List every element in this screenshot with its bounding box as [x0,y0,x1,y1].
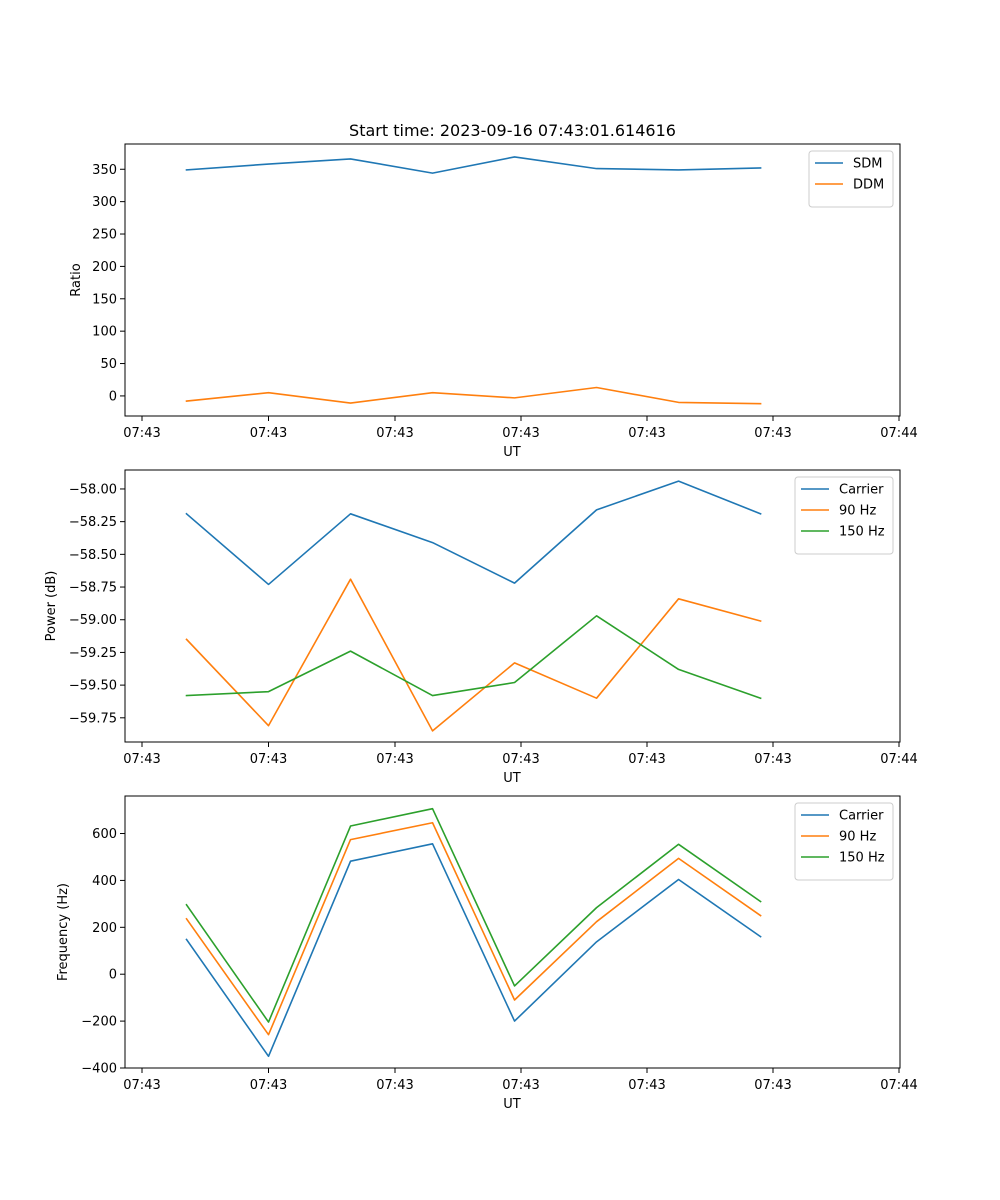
series-line-carrier [185,843,762,1058]
y-axis-label: Power (dB) [44,571,59,642]
x-tick-label: 07:43 [123,1078,160,1093]
subplot-3: 07:43 07:43 07:43 07:43 07:43 07:43 07:44 −400 −… [56,795,918,1112]
legend-box [794,476,894,555]
legend-label: 90 Hz [839,830,876,845]
legend-label: DDM [853,178,884,193]
series-line-150-hz [185,807,762,1023]
subplots: 07:43 07:43 07:43 07:43 07:43 07:43 07:44 0 50 10… [44,143,918,1112]
x-tick-label: 07:43 [250,752,287,767]
y-tick-label: −59.25 [69,646,117,661]
series-line-ddm [185,386,762,405]
y-tick-label: −59.75 [69,711,117,726]
legend: Carrier 90 Hz 150 Hz [794,802,894,881]
legend-label: Carrier [839,809,884,824]
x-axis-label: UT [503,445,521,460]
x-tick-label: 07:44 [880,426,917,441]
legend-box [808,150,894,208]
y-tick-label: 300 [92,195,117,210]
legend-label: 90 Hz [839,504,876,519]
legend-label: 150 Hz [839,525,885,540]
x-axis-label: UT [503,1097,521,1112]
plot-frame [124,795,901,1069]
x-tick-label: 07:43 [502,752,539,767]
x-tick-label: 07:43 [502,1078,539,1093]
series-line-90-hz [185,821,762,1036]
x-tick-label: 07:43 [754,426,791,441]
series-line-150-hz [185,615,762,700]
y-tick-label: −59.50 [69,679,117,694]
y-axis-label: Ratio [69,263,84,296]
y-tick-label: −200 [81,1015,117,1030]
y-tick-label: 600 [92,827,117,842]
legend-label: 150 Hz [839,851,885,866]
x-tick-label: 07:43 [376,426,413,441]
y-tick-label: 0 [109,968,117,983]
series-line-sdm [185,156,762,174]
y-tick-label: 150 [92,292,117,307]
x-tick-label: 07:43 [250,1078,287,1093]
x-tick-label: 07:43 [376,752,413,767]
x-tick-label: 07:43 [123,752,160,767]
x-tick-label: 07:43 [754,1078,791,1093]
plot-frame [124,469,901,743]
legend-label: SDM [853,157,882,172]
y-tick-label: −58.75 [69,581,117,596]
y-tick-label: −400 [81,1062,117,1077]
subplot-2: 07:43 07:43 07:43 07:43 07:43 07:43 07:44 −59.7… [44,469,918,786]
y-tick-label: 250 [92,228,117,243]
series-line-90-hz [185,578,762,732]
y-tick-label: 200 [92,921,117,936]
x-tick-label: 07:43 [628,426,665,441]
y-tick-label: −58.50 [69,548,117,563]
y-tick-label: −58.00 [69,482,117,497]
x-tick-label: 07:44 [880,1078,917,1093]
plot-frame [124,143,901,417]
x-tick-label: 07:44 [880,752,917,767]
y-tick-label: −58.25 [69,515,117,530]
y-tick-label: 50 [100,357,117,372]
legend-box [794,802,894,881]
figure-title: Start time: 2023-09-16 07:43:01.614616 [349,121,676,140]
y-tick-label: 350 [92,163,117,178]
subplot-1: 07:43 07:43 07:43 07:43 07:43 07:43 07:44 0 50 10… [69,143,918,460]
x-tick-label: 07:43 [123,426,160,441]
x-tick-label: 07:43 [754,752,791,767]
legend: SDM DDM [808,150,894,208]
legend-label: Carrier [839,483,884,498]
y-tick-label: −59.00 [69,613,117,628]
y-tick-label: 0 [109,389,117,404]
x-axis-label: UT [503,771,521,786]
x-tick-label: 07:43 [628,1078,665,1093]
x-tick-label: 07:43 [628,752,665,767]
series-line-carrier [185,480,762,586]
y-tick-label: 100 [92,325,117,340]
y-axis-label: Frequency (Hz) [56,883,71,981]
legend: Carrier 90 Hz 150 Hz [794,476,894,555]
x-tick-label: 07:43 [376,1078,413,1093]
y-tick-label: 400 [92,874,117,889]
x-tick-label: 07:43 [250,426,287,441]
x-tick-label: 07:43 [502,426,539,441]
y-tick-label: 200 [92,260,117,275]
